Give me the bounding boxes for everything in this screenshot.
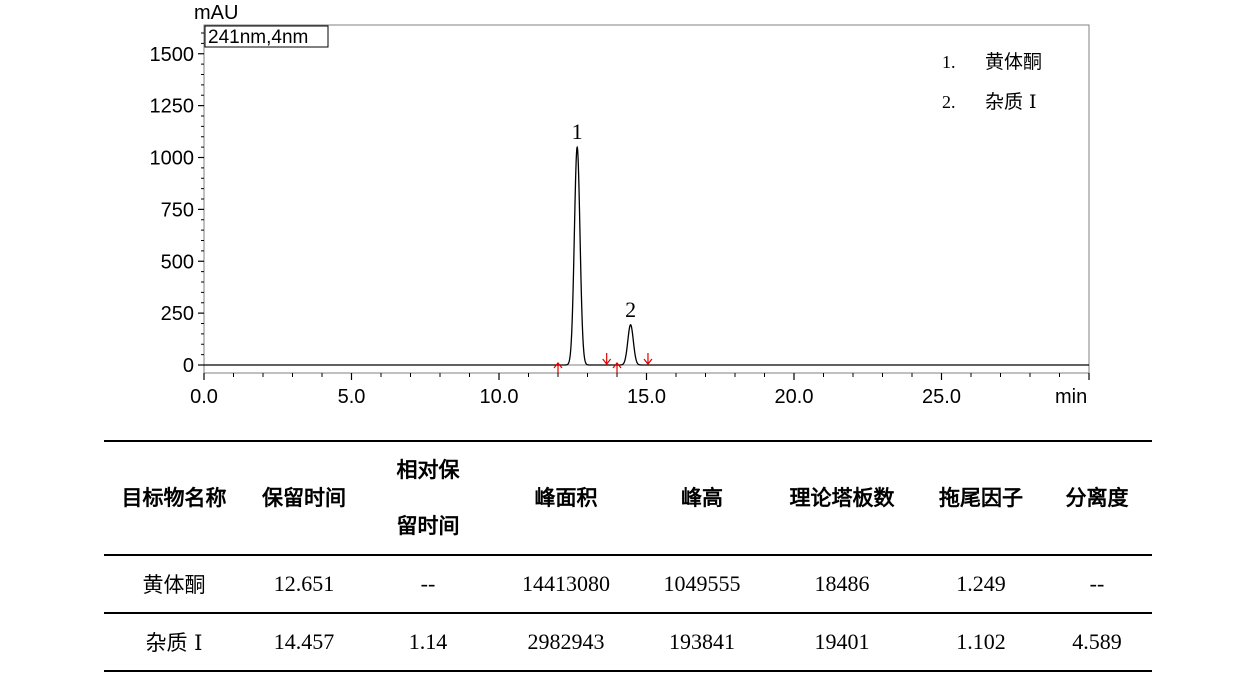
- integration-marker: [553, 362, 563, 373]
- integration-marker: [602, 353, 612, 365]
- y-tick-label: 0: [183, 355, 194, 377]
- header-label: 相对保: [396, 458, 460, 482]
- table-header-cell: 峰面积: [492, 440, 640, 556]
- integration-marker: [643, 353, 653, 365]
- table-cell: 12.651: [244, 555, 364, 614]
- table-header-cell: 峰高: [640, 440, 764, 556]
- marker-head: [553, 362, 563, 369]
- plot-frame: [203, 24, 1090, 374]
- legend-name: 杂质 I: [985, 91, 1037, 113]
- header-label: 目标物名称: [121, 486, 227, 510]
- header-label: 峰高: [681, 486, 723, 510]
- y-tick-label: 500: [161, 251, 194, 273]
- table-header-row: 目标物名称 保留时间 相对保 留时间 峰面积 峰高 理论塔板数 拖尾因子 分离度: [104, 440, 1152, 556]
- table-cell: 14.457: [244, 613, 364, 672]
- results-table: 目标物名称 保留时间 相对保 留时间 峰面积 峰高 理论塔板数 拖尾因子 分离度 黄体酮 12.6…: [104, 440, 1152, 672]
- table-cell: 1.14: [364, 613, 492, 672]
- legend-number: 1.: [942, 52, 956, 72]
- table-header-cell: 拖尾因子: [920, 440, 1042, 556]
- table-header-cell: 理论塔板数: [764, 440, 920, 556]
- legend-name: 黄体酮: [985, 51, 1042, 73]
- compound-name-cell: 黄体酮: [104, 555, 244, 614]
- y-tick-label: 250: [161, 303, 194, 325]
- x-tick-label: 15.0: [627, 386, 666, 408]
- header-label: 峰面积: [534, 486, 598, 510]
- table-header-cell: 保留时间: [244, 440, 364, 556]
- x-tick-label: 20.0: [775, 386, 814, 408]
- y-tick-label: 750: [161, 199, 194, 221]
- chromatogram-trace: [204, 145, 1089, 366]
- table-row: 杂质 I 14.457 1.14 2982943 193841 19401 1.102 4.5…: [104, 613, 1152, 672]
- table-cell: 1049555: [640, 555, 764, 614]
- chromatogram-chart: 0 250 500 750 1000 1250 1500 0.0 5.0 10.0 15.0 20.0…: [150, 2, 1090, 408]
- y-tick-label: 1500: [150, 44, 195, 66]
- header-label: 拖尾因子: [939, 486, 1023, 510]
- marker-head: [602, 358, 612, 365]
- wavelength-box: [204, 25, 329, 48]
- x-tick-label: 25.0: [922, 386, 961, 408]
- integration-marker: [612, 362, 622, 373]
- header-label: 分离度: [1065, 486, 1129, 510]
- table-cell: 1.249: [920, 555, 1042, 614]
- table-cell: 2982943: [492, 613, 640, 672]
- table-header-cell: 目标物名称: [104, 440, 244, 556]
- x-tick-label: 5.0: [338, 386, 366, 408]
- table-cell: 193841: [640, 613, 764, 672]
- x-tick-label: 0.0: [190, 386, 218, 408]
- y-tick-label: 1000: [150, 148, 195, 170]
- table-cell: --: [1042, 555, 1152, 614]
- table-cell: --: [364, 555, 492, 614]
- table-header-cell: 相对保 留时间: [364, 440, 492, 556]
- table-cell: 4.589: [1042, 613, 1152, 672]
- table-row: 黄体酮 12.651 -- 14413080 1049555 18486 1.249 --: [104, 555, 1152, 614]
- x-axis-title: min: [1055, 386, 1087, 408]
- compound-name-cell: 杂质 I: [104, 613, 244, 672]
- y-tick-label: 1250: [150, 96, 195, 118]
- peak-label-1: 1: [572, 119, 583, 144]
- table-header-cell: 分离度: [1042, 440, 1152, 556]
- header-label: 保留时间: [262, 486, 346, 510]
- table-cell: 1.102: [920, 613, 1042, 672]
- header-label-line2: 留时间: [396, 514, 460, 538]
- table-cell: 18486: [764, 555, 920, 614]
- marker-head: [643, 358, 653, 365]
- wavelength-label: 241nm,4nm: [208, 27, 308, 48]
- legend-number: 2.: [942, 92, 956, 112]
- header-label: 理论塔板数: [789, 486, 895, 510]
- y-axis-title: mAU: [194, 2, 238, 24]
- table-cell: 19401: [764, 613, 920, 672]
- marker-head: [612, 362, 622, 369]
- x-tick-label: 10.0: [480, 386, 519, 408]
- table-cell: 14413080: [492, 555, 640, 614]
- peak-label-2: 2: [625, 297, 636, 322]
